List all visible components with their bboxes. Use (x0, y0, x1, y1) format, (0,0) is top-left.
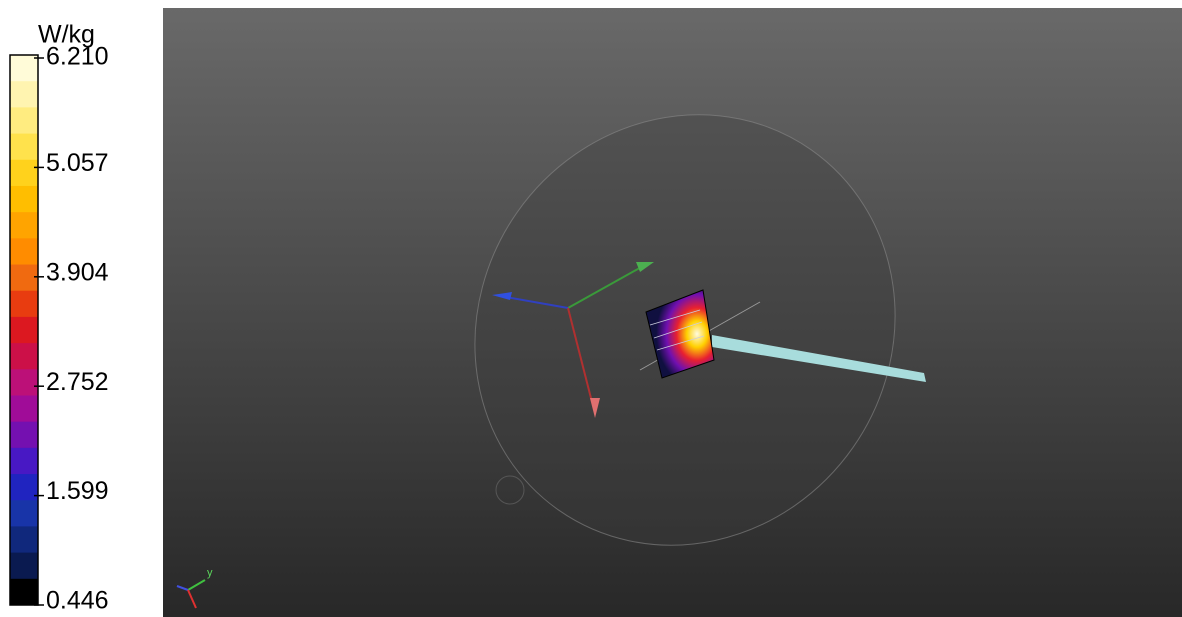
colorbar-band (10, 264, 38, 292)
gizmo-y (187, 579, 206, 591)
colorbar-band (10, 55, 38, 82)
colorbar-band (10, 395, 38, 423)
colorbar-band (10, 159, 38, 187)
colorbar-band (10, 526, 38, 554)
colorbar-tick-label: 5.057 (46, 149, 109, 177)
colorbar-band (10, 578, 38, 606)
colorbar-band (10, 185, 38, 213)
disk-marker (495, 475, 525, 505)
colorbar-band (10, 212, 38, 239)
colorbar (10, 55, 38, 606)
colorbar-tick-label: 0.446 (46, 587, 109, 615)
axis-y (567, 264, 646, 309)
colorbar-tick-label: 2.752 (46, 368, 109, 396)
colorbar-band (10, 421, 38, 449)
colorbar-tick-label: 1.599 (46, 477, 109, 505)
gizmo-label: y (207, 567, 213, 579)
colorbar-band (10, 500, 38, 527)
colorbar-frame (9, 54, 39, 606)
colorbar-tick-label: 3.904 (46, 258, 109, 286)
colorbar-band (10, 290, 38, 318)
colorbar-band (10, 552, 38, 580)
colorbar-band (10, 107, 38, 135)
colorbar-band (10, 316, 38, 344)
colorbar-band (10, 133, 38, 161)
axis-z-tip (590, 398, 600, 418)
colorbar-band (10, 343, 38, 370)
colorbar-ticks: 6.210 5.057 3.904 2.752 1.599 0.446 (34, 43, 109, 615)
sar-map (645, 289, 715, 379)
axis-x-tip (492, 292, 512, 300)
colorbar-band (10, 81, 38, 108)
colorbar-band (10, 238, 38, 266)
colorbar-band (10, 447, 38, 475)
colorbar-unit: W/kg (38, 21, 95, 49)
sar-grid (649, 309, 705, 351)
axis-z (567, 307, 595, 411)
gizmo-x (176, 585, 189, 591)
axis-y-tip (636, 262, 654, 272)
gizmo-z (187, 589, 197, 609)
colorbar-band (10, 369, 38, 396)
colorbar-band (10, 474, 38, 501)
colorbar-tick-label: 6.210 (46, 43, 109, 71)
probe (712, 335, 926, 382)
axis-x (499, 295, 569, 309)
